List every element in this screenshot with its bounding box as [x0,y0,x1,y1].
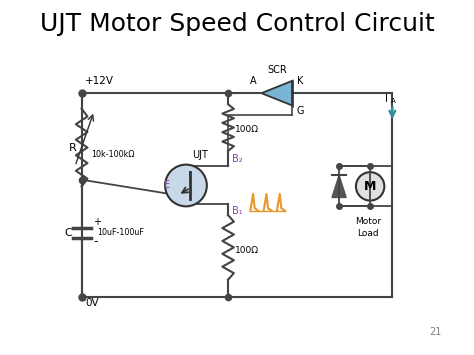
Text: UJT: UJT [192,150,209,160]
Text: A: A [250,76,257,86]
Text: 10k-100kΩ: 10k-100kΩ [91,150,135,159]
Text: B₂: B₂ [232,154,242,164]
Text: I: I [385,94,388,104]
Text: 100Ω: 100Ω [235,125,259,134]
Text: Motor
Load: Motor Load [355,218,381,237]
Circle shape [165,165,207,206]
Text: R: R [69,143,76,153]
Text: 21: 21 [429,327,441,337]
Text: M: M [364,180,376,193]
Text: A: A [391,98,395,104]
Text: B₁: B₁ [232,206,242,216]
Circle shape [356,172,384,201]
Text: E: E [164,180,171,190]
Text: C: C [64,228,72,238]
Text: G: G [297,105,304,116]
Text: SCR: SCR [267,65,287,75]
Text: 100Ω: 100Ω [235,246,259,255]
Polygon shape [332,175,346,197]
Text: UJT Motor Speed Control Circuit: UJT Motor Speed Control Circuit [40,12,434,36]
Text: 10uF-100uF: 10uF-100uF [97,229,144,237]
Text: +12V: +12V [85,76,114,86]
Text: K: K [297,76,303,86]
Text: +: + [93,217,101,227]
Text: 0V: 0V [85,298,99,308]
Polygon shape [261,81,292,105]
Text: -: - [93,235,98,248]
